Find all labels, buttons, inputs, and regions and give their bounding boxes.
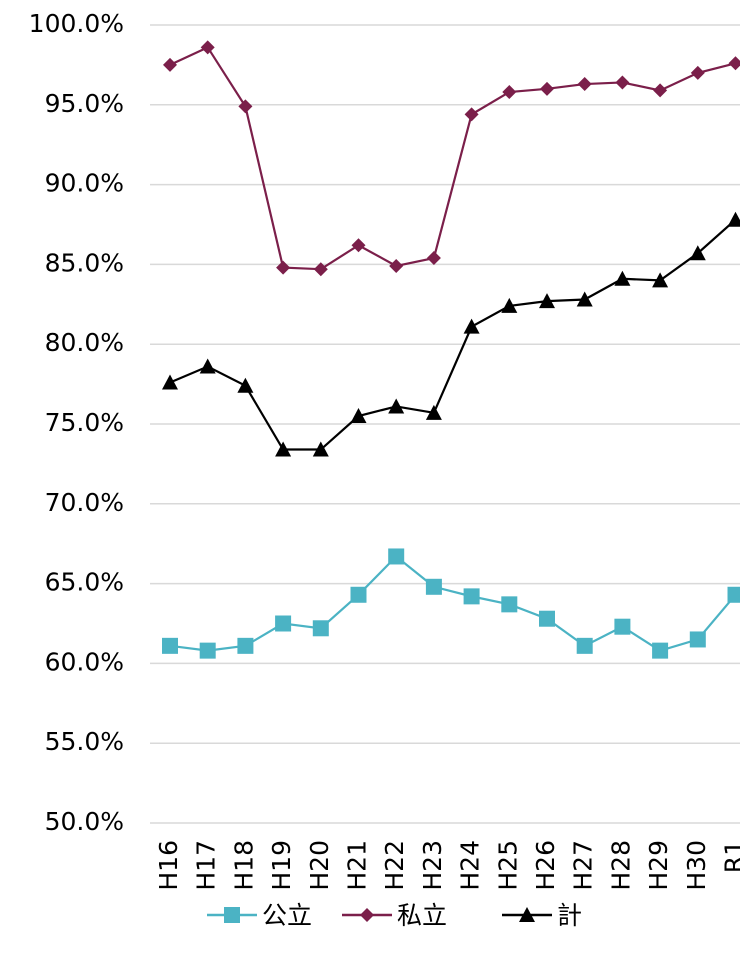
marker	[501, 297, 518, 313]
x-tick-label: H21	[343, 840, 372, 891]
marker	[464, 107, 479, 122]
marker	[312, 441, 329, 457]
marker	[690, 65, 705, 80]
x-tick-label: H18	[229, 840, 258, 891]
x-tick-label: H29	[644, 840, 673, 891]
legend-label: 私立	[397, 901, 447, 930]
marker	[313, 262, 328, 277]
y-tick-label: 60.0%	[45, 647, 124, 676]
marker	[727, 586, 740, 603]
x-tick-label: H25	[493, 840, 522, 891]
marker	[312, 620, 329, 637]
y-tick-label: 95.0%	[45, 89, 124, 118]
marker	[689, 245, 706, 261]
series-line	[169, 218, 737, 451]
marker	[502, 85, 517, 100]
marker	[163, 57, 177, 72]
marker	[689, 631, 706, 648]
marker	[539, 293, 555, 309]
marker	[652, 272, 669, 288]
x-tick-label: H20	[305, 840, 334, 891]
marker	[425, 404, 442, 420]
marker	[199, 642, 216, 659]
y-tick-label: 100.0%	[29, 9, 124, 38]
marker	[275, 615, 292, 632]
legend-marker	[519, 907, 535, 922]
marker	[237, 377, 254, 393]
marker	[237, 637, 254, 654]
y-tick-label: 80.0%	[45, 328, 124, 357]
marker	[728, 56, 740, 71]
x-tick-label: H22	[380, 840, 409, 891]
series-line	[169, 45, 736, 271]
y-tick-label: 50.0%	[45, 807, 124, 836]
x-tick-label: R1	[720, 840, 740, 873]
marker	[576, 291, 593, 307]
marker	[539, 610, 555, 627]
marker	[388, 398, 405, 414]
y-tick-label: 90.0%	[45, 169, 124, 198]
marker	[501, 596, 518, 613]
marker	[653, 83, 668, 98]
y-tick-label: 65.0%	[45, 568, 124, 597]
marker	[350, 586, 367, 603]
marker	[614, 270, 631, 286]
marker	[350, 408, 367, 424]
x-tick-label: H30	[682, 840, 711, 891]
legend-label: 公立	[262, 901, 312, 930]
legend-marker	[224, 907, 240, 923]
marker	[577, 77, 592, 92]
x-tick-label: H26	[531, 840, 560, 891]
legend-label: 計	[557, 901, 582, 930]
marker	[652, 642, 669, 659]
marker	[614, 618, 631, 635]
marker	[200, 40, 215, 55]
marker	[576, 637, 593, 654]
marker	[276, 260, 291, 275]
marker	[425, 578, 442, 595]
marker	[238, 99, 253, 114]
marker	[351, 238, 366, 253]
legend-marker	[360, 908, 374, 922]
x-tick-label: H17	[192, 840, 221, 891]
marker	[275, 441, 292, 457]
marker	[727, 211, 740, 227]
series-line	[169, 554, 737, 652]
y-tick-label: 70.0%	[45, 488, 124, 517]
marker	[463, 588, 480, 605]
marker	[389, 258, 404, 273]
marker	[615, 75, 630, 90]
y-tick-label: 85.0%	[45, 248, 124, 277]
marker	[162, 637, 178, 654]
y-tick-label: 75.0%	[45, 408, 124, 437]
y-tick-label: 55.0%	[45, 727, 124, 756]
x-tick-label: H16	[154, 840, 183, 891]
x-tick-label: H19	[267, 840, 296, 891]
x-tick-label: H27	[569, 840, 598, 891]
x-tick-label: H24	[456, 840, 485, 891]
marker	[388, 548, 405, 565]
x-tick-label: H23	[418, 840, 447, 891]
marker	[199, 358, 216, 374]
x-tick-label: H28	[606, 840, 635, 891]
marker	[463, 318, 480, 334]
marker	[540, 81, 554, 96]
marker	[426, 251, 441, 266]
marker	[162, 374, 178, 390]
